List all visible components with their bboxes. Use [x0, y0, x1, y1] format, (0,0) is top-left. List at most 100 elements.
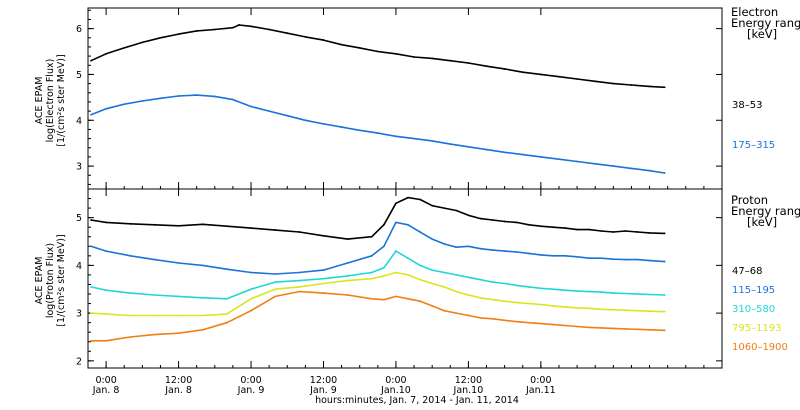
- proton-series-point: [663, 294, 666, 296]
- proton-series-point: [612, 327, 615, 330]
- proton-series-point: [624, 309, 627, 312]
- proton-series-point: [90, 285, 92, 288]
- electron-series-point: [232, 98, 234, 101]
- proton-series-point: [467, 314, 470, 317]
- proton-series-point: [515, 284, 518, 287]
- proton-series-point: [407, 196, 409, 199]
- electron-ylabel-line: ACE EPAM: [34, 77, 45, 125]
- electron-series-point: [612, 165, 615, 167]
- proton-series-point: [588, 228, 591, 231]
- proton-series-point: [515, 301, 518, 304]
- proton-series-point: [588, 307, 591, 310]
- proton-series-point: [90, 245, 92, 248]
- proton-series-point: [588, 257, 591, 260]
- proton-series-point: [636, 231, 639, 233]
- electron-series-point: [395, 135, 397, 138]
- xtick-time-label: 0:00: [530, 375, 551, 386]
- electron-series-line: [90, 24, 665, 89]
- proton-series-point: [663, 232, 666, 235]
- proton-series-point: [177, 262, 180, 264]
- electron-series-point: [286, 114, 289, 117]
- electron-series-point: [340, 43, 343, 46]
- proton-series-point: [346, 262, 349, 264]
- xtick-date-label: Jan.10: [380, 385, 411, 396]
- proton-series-point: [491, 281, 494, 283]
- proton-series-point: [527, 223, 530, 226]
- xtick-date-label: Jan.10: [453, 385, 484, 396]
- electron-series-point: [467, 145, 470, 148]
- proton-series-point: [648, 310, 651, 313]
- electron-series-point: [485, 65, 488, 68]
- xtick-time-label: 12:00: [165, 375, 192, 386]
- electron-series-point: [358, 129, 361, 132]
- proton-series-point: [455, 246, 458, 249]
- electron-series-point: [250, 105, 252, 108]
- electron-series-point: [195, 30, 198, 32]
- proton-series-point: [419, 198, 421, 201]
- proton-series-point: [370, 254, 373, 257]
- proton-series-point: [455, 209, 458, 212]
- electron-series-point: [630, 84, 633, 86]
- proton-series-point: [407, 223, 409, 226]
- electron-series-point: [521, 71, 524, 74]
- proton-series-point: [431, 282, 434, 285]
- proton-series-point: [322, 269, 325, 272]
- electron-series-point: [358, 46, 361, 49]
- proton-series-point: [576, 306, 578, 309]
- proton-series-point: [552, 254, 554, 257]
- proton-series-point: [322, 292, 325, 294]
- proton-series-point: [225, 297, 228, 300]
- proton-series-point: [419, 278, 421, 281]
- proton-series-point: [274, 295, 277, 298]
- proton-series-point: [370, 297, 373, 300]
- proton-series-point: [250, 309, 252, 312]
- electron-series-point: [594, 162, 597, 165]
- proton-series-point: [105, 339, 108, 342]
- proton-series-point: [105, 289, 108, 292]
- proton-series-point: [612, 231, 615, 233]
- proton-series-point: [346, 274, 349, 277]
- electron-series-point: [238, 24, 240, 26]
- electron-series-point: [521, 153, 524, 156]
- electron-series-point: [449, 143, 452, 145]
- proton-series-point: [250, 288, 252, 291]
- electron-series-point: [413, 137, 415, 140]
- electron-series-point: [431, 139, 434, 142]
- proton-series-point: [346, 294, 349, 296]
- proton-series-point: [322, 234, 325, 237]
- proton-series-point: [503, 319, 506, 322]
- electron-series-point: [576, 160, 578, 163]
- proton-series-point: [455, 274, 458, 276]
- proton-series-point: [407, 257, 409, 260]
- proton-series-point: [370, 271, 373, 274]
- proton-series-point: [177, 332, 180, 335]
- electron-panel: 3 4 5 6 ACE EPAM log(Electron Flux) [1/(cm²s s…: [34, 5, 800, 190]
- proton-series-point: [90, 312, 92, 315]
- proton-series-point: [250, 297, 252, 300]
- proton-series-point: [431, 269, 434, 272]
- proton-series-point: [153, 223, 156, 226]
- electron-series-point: [195, 94, 198, 96]
- xtick-time-label: 12:00: [455, 375, 482, 386]
- proton-series-point: [298, 271, 301, 274]
- electron-legend-title: Energy range: [731, 16, 800, 30]
- proton-legend-entry: 310–580: [732, 304, 775, 315]
- proton-series-point: [201, 328, 204, 331]
- proton-series-point: [274, 229, 277, 231]
- proton-series-point: [201, 314, 204, 317]
- proton-series-point: [431, 238, 434, 241]
- proton-series-point: [153, 294, 156, 296]
- x-axis-label: hours:minutes, Jan. 7, 2014 - Jan. 11, 2…: [315, 395, 519, 406]
- electron-series-point: [123, 46, 126, 49]
- proton-series-point: [636, 293, 639, 295]
- proton-series-point: [90, 219, 92, 221]
- proton-series-point: [663, 329, 666, 332]
- electron-legend-title: Electron: [731, 5, 778, 19]
- proton-series-point: [467, 245, 470, 248]
- proton-series-point: [479, 296, 482, 299]
- electron-ytick-label: 6: [76, 24, 82, 35]
- proton-legend-entry: 47–68: [732, 266, 762, 277]
- proton-panel: 2 3 4 5 ACE EPAM log(Proton Flux) [1/(cm²s ste…: [34, 188, 800, 369]
- proton-series-point: [382, 266, 385, 269]
